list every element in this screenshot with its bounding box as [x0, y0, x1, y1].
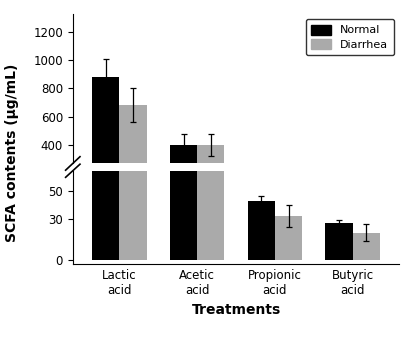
X-axis label: Treatments: Treatments — [191, 303, 281, 317]
Bar — [170, 0, 197, 260]
Bar — [197, 0, 224, 260]
Bar — [275, 197, 302, 202]
Bar — [325, 223, 353, 260]
Bar — [353, 233, 380, 260]
Bar — [92, 77, 119, 202]
Bar — [248, 196, 275, 202]
Bar — [353, 199, 380, 202]
Bar — [119, 105, 147, 202]
Bar — [92, 0, 119, 260]
Bar — [248, 201, 275, 260]
Legend: Normal, Diarrhea: Normal, Diarrhea — [306, 19, 394, 55]
Bar — [275, 216, 302, 260]
Bar — [170, 145, 197, 202]
Text: SCFA contents (μg/mL): SCFA contents (μg/mL) — [5, 63, 20, 242]
Bar — [325, 198, 353, 202]
Bar — [197, 145, 224, 202]
Bar — [119, 0, 147, 260]
